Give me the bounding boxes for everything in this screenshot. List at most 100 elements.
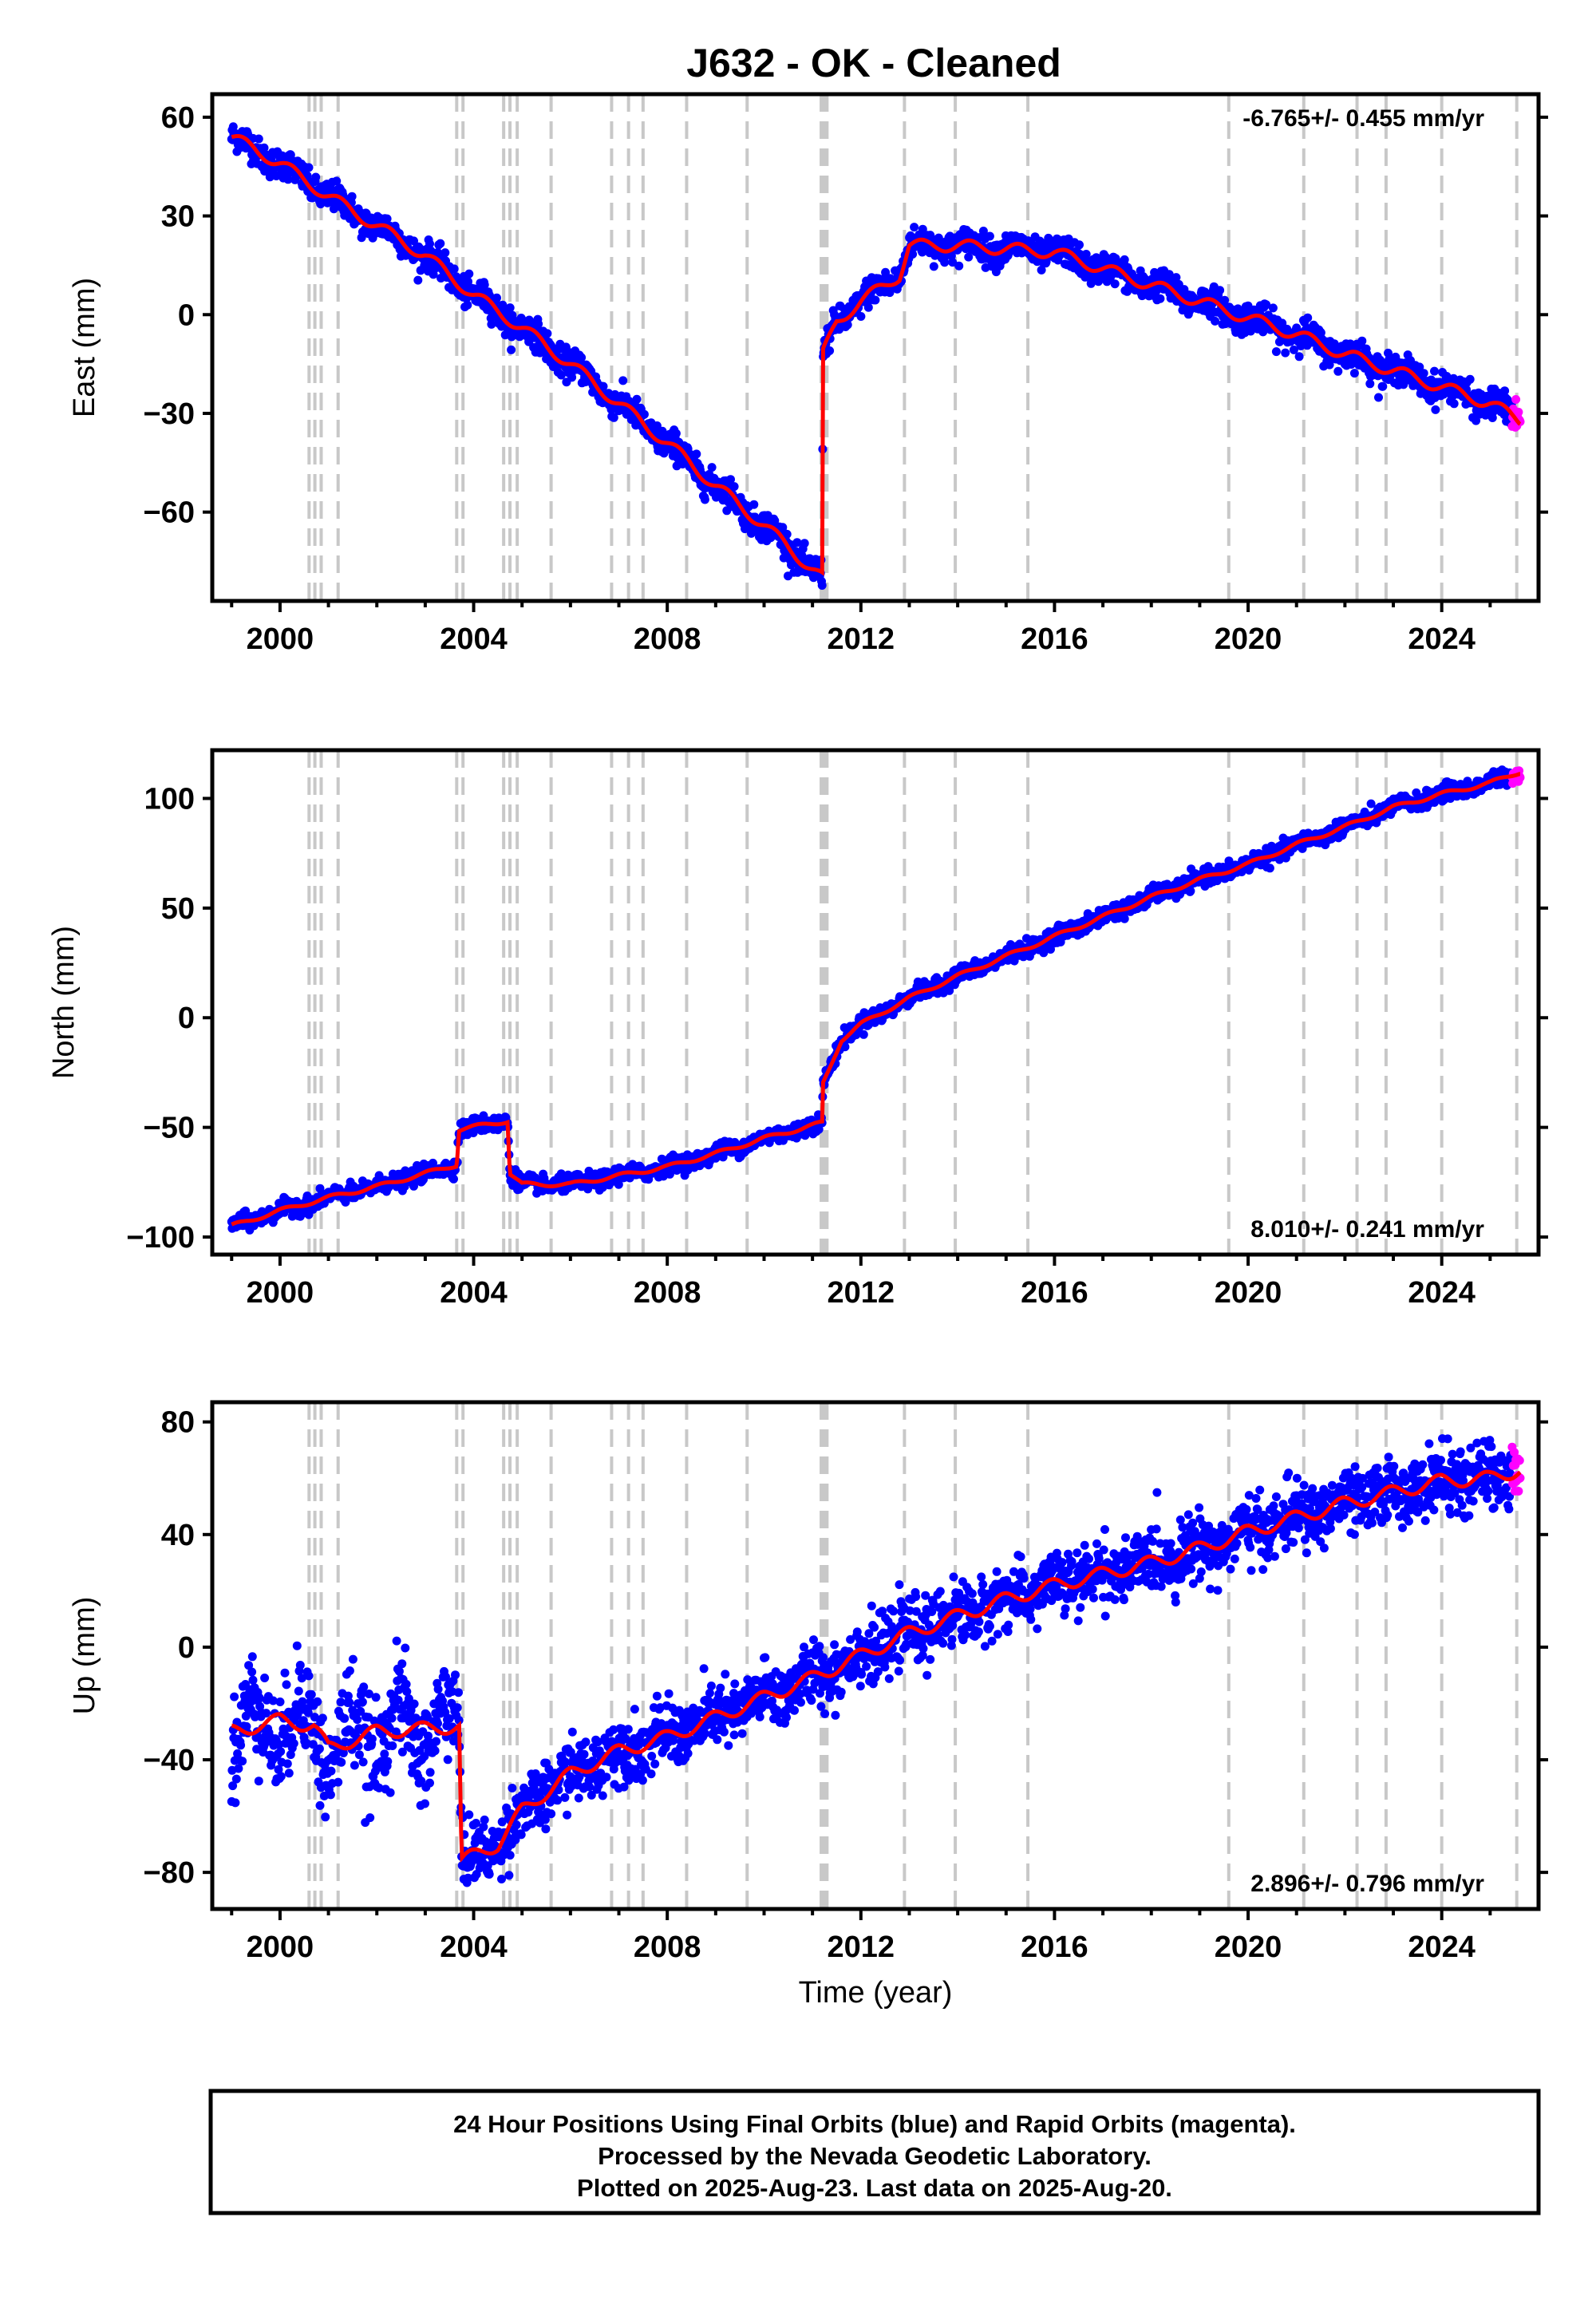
rate-label: -6.765+/- 0.455 mm/yr [1242,105,1484,132]
final-orbit-point [1365,379,1375,389]
y-tick-label: −100 [126,1221,195,1255]
final-orbit-point [283,175,293,184]
final-orbit-point [463,300,472,310]
final-orbit-point [436,239,445,248]
final-orbit-point [618,376,628,385]
final-orbit-point [259,143,269,152]
event-lines [307,750,1519,1255]
final-orbit-point [1449,399,1459,409]
chart-title: J632 - OK - Cleaned [686,41,1061,85]
final-orbit-point [1465,374,1475,384]
final-orbit-point [1037,265,1046,275]
final-orbit-point [856,312,866,321]
final-orbit-point [1171,273,1181,283]
final-orbit-point [1271,347,1281,357]
final-orbit-point [700,495,709,504]
final-orbit-point [1415,362,1424,372]
final-orbit-point [671,429,681,438]
final-orbit-point [480,280,489,290]
final-orbit-point [871,295,880,305]
final-orbit-point [1075,240,1084,250]
final-orbit-point [1220,295,1230,305]
final-orbit-point [609,413,618,422]
x-tick-label: 2000 [247,622,314,656]
y-tick-label: 100 [144,782,195,816]
final-orbit-point [1164,270,1174,279]
final-orbit-point [409,236,418,246]
final-orbit-point [567,373,577,382]
final-orbit-point [556,370,566,380]
final-orbit-point [881,267,891,277]
final-orbit-point [1265,864,1274,873]
final-orbit-point [929,262,938,271]
final-orbit-point [1268,303,1278,313]
final-orbit-point [978,227,988,235]
final-orbit-point [254,134,263,144]
final-orbit-point [1374,393,1383,402]
y-axis-label: East (mm) [68,278,101,417]
final-orbit-point [241,1206,251,1215]
final-orbit-point [825,346,835,355]
final-orbit-point [577,353,587,362]
final-orbit-point [1081,250,1091,259]
y-tick-label: −50 [144,1112,195,1145]
final-orbit-point [1186,887,1195,895]
final-orbit-point [964,252,974,262]
final-orbit-point [940,258,950,267]
final-orbit-point [1281,348,1290,358]
final-orbit-point [1357,336,1367,346]
final-orbit-point [1419,369,1428,378]
rapid-orbit-point [1514,407,1523,417]
final-orbit-point [304,163,314,172]
final-orbit-point [948,258,958,267]
final-orbit-point [1294,352,1304,362]
final-orbit-point [918,224,927,234]
final-orbit-point [413,275,423,285]
final-orbit-point [910,223,919,232]
x-tick-label: 2020 [1215,622,1282,656]
final-orbit-point [692,449,701,459]
final-orbit-point [1292,323,1302,333]
model-line [231,134,1522,576]
data-points [227,122,1525,590]
final-orbit-point [652,421,662,430]
final-orbit-point [464,269,474,279]
final-orbit-point [726,475,735,484]
final-orbit-point [792,538,802,547]
final-orbit-point [228,122,238,132]
final-orbit-point [1333,366,1343,376]
final-orbit-point [487,319,496,329]
final-orbit-point [1211,316,1220,326]
final-orbit-point [665,1169,674,1179]
y-tick-label: 0 [178,298,195,332]
final-orbit-point [614,1180,623,1189]
final-orbit-point [492,293,501,302]
final-orbit-point [1215,286,1225,295]
final-orbit-point [1120,255,1129,264]
final-orbit-point [556,1169,566,1179]
final-orbit-point [1349,369,1359,378]
final-orbit-point [729,482,739,492]
x-tick-label: 2004 [440,622,508,656]
final-orbit-point [707,463,717,472]
final-orbit-point [863,302,873,312]
final-orbit-point [1289,345,1298,354]
final-orbit-point [749,500,759,509]
final-orbit-point [449,264,459,274]
rapid-orbit-point [1511,395,1521,404]
final-orbit-point [1156,294,1165,303]
final-orbit-point [1431,405,1440,414]
final-orbit-point [926,232,935,242]
final-orbit-point [1110,279,1120,289]
final-orbit-point [843,320,852,330]
final-orbit-point [534,319,543,329]
y-tick-label: −30 [144,397,195,431]
final-orbit-point [505,303,515,313]
final-orbit-point [985,231,994,241]
final-orbit-point [315,1184,325,1193]
final-orbit-point [1262,300,1271,310]
final-orbit-point [425,239,434,248]
final-orbit-point [598,381,608,391]
final-orbit-point [449,1174,458,1184]
